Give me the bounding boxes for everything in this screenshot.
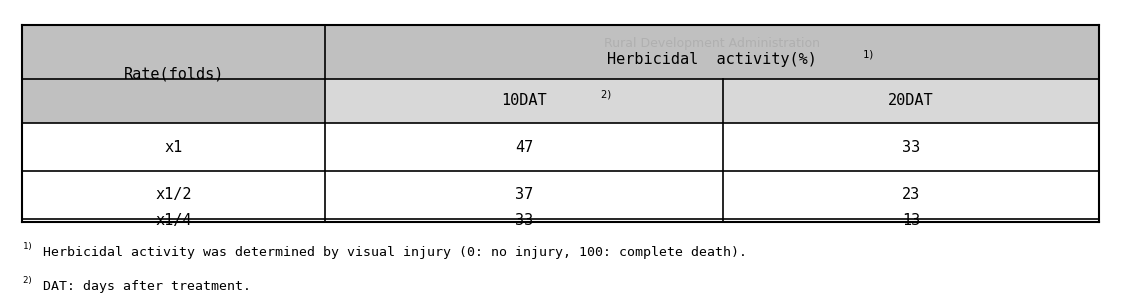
Bar xyxy=(723,123,1099,171)
Bar xyxy=(723,79,1099,123)
Text: x1: x1 xyxy=(165,140,183,155)
Text: Herbicidal  activity(%): Herbicidal activity(%) xyxy=(606,52,817,67)
Bar xyxy=(22,123,325,171)
Text: 47: 47 xyxy=(515,140,534,155)
Text: x1/4: x1/4 xyxy=(156,213,192,228)
Text: 33: 33 xyxy=(901,140,920,155)
Text: 2): 2) xyxy=(22,276,34,285)
Text: Rate(folds): Rate(folds) xyxy=(123,67,224,81)
Text: 20DAT: 20DAT xyxy=(888,93,934,108)
Text: 33: 33 xyxy=(515,213,534,228)
Bar xyxy=(22,25,325,123)
Bar xyxy=(325,219,723,222)
Text: 37: 37 xyxy=(515,187,534,202)
Text: 10DAT: 10DAT xyxy=(501,93,547,108)
Bar xyxy=(723,219,1099,222)
Bar xyxy=(325,171,723,219)
Text: 1): 1) xyxy=(863,49,876,59)
Text: DAT: days after treatment.: DAT: days after treatment. xyxy=(43,280,251,293)
Text: 2): 2) xyxy=(601,90,613,100)
Text: 13: 13 xyxy=(901,213,920,228)
Bar xyxy=(325,25,1099,79)
Text: 23: 23 xyxy=(901,187,920,202)
Bar xyxy=(22,219,325,222)
Bar xyxy=(325,123,723,171)
Text: Herbicidal activity was determined by visual injury (0: no injury, 100: complete: Herbicidal activity was determined by vi… xyxy=(43,246,747,259)
Bar xyxy=(325,79,723,123)
Text: x1/2: x1/2 xyxy=(156,187,192,202)
Text: Rural Development Administration: Rural Development Administration xyxy=(604,37,819,50)
Text: 1): 1) xyxy=(22,242,34,251)
Bar xyxy=(723,171,1099,219)
Bar xyxy=(22,171,325,219)
